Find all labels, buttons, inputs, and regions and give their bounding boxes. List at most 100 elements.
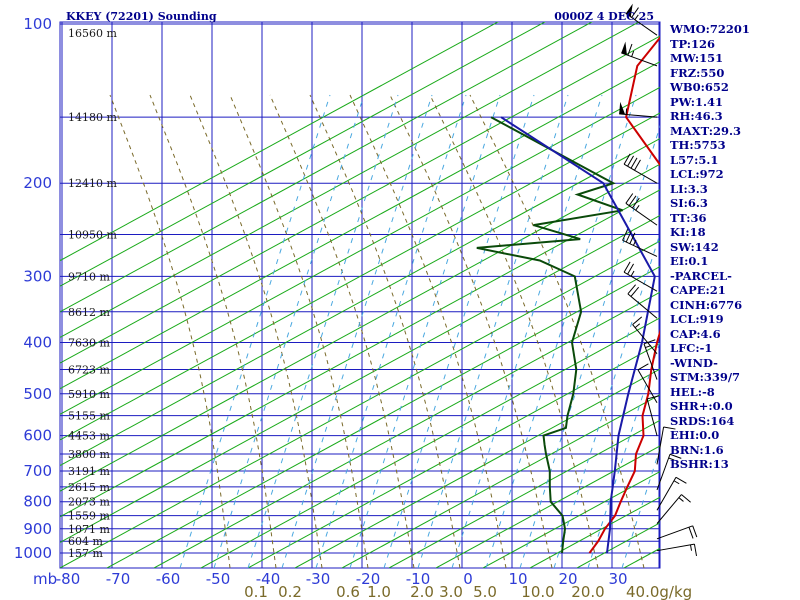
height-label: 8612 m <box>68 306 110 319</box>
height-label: 2073 m <box>68 496 110 509</box>
dry-adiabat-line <box>60 61 660 390</box>
stability-index-entry: LFC:-1 <box>670 341 713 355</box>
wind-barb <box>656 476 687 511</box>
stability-index-entry: PW:1.41 <box>670 94 724 109</box>
height-label: 7630 m <box>68 336 110 349</box>
stability-index-entry: TP:126 <box>670 36 716 51</box>
stability-index-entry: FRZ:550 <box>670 65 725 80</box>
wind-barb <box>656 525 698 540</box>
height-label: 4453 m <box>68 430 110 443</box>
mixing-ratio-tick-label: 0.2 <box>278 583 302 600</box>
temperature-tick-label: -70 <box>106 570 131 588</box>
pressure-tick-label: 300 <box>23 267 52 285</box>
stability-indices-panel: WMO:72201 TP:126 MW:151 FRZ:550 WB0:652 PW:1.… <box>670 22 798 472</box>
wind-barb <box>643 339 658 380</box>
mixing-ratio-tick-label: 10.0 <box>521 583 554 600</box>
dry-adiabat-line <box>60 22 546 287</box>
wind-barb <box>623 153 658 184</box>
height-label: 12410 m <box>68 177 117 190</box>
pressure-tick-label: 400 <box>23 333 52 351</box>
stability-index-entry: L57:5.1 <box>670 152 719 167</box>
pressure-unit-label: mb <box>33 570 57 588</box>
pressure-temperature-grid <box>59 21 661 569</box>
temperature-tick-label: -80 <box>56 570 81 588</box>
moist-adiabat-line <box>389 94 553 568</box>
dry-adiabat-line <box>60 112 660 441</box>
dry-adiabat-line <box>60 22 499 262</box>
stability-index-entry: CAPE:21 <box>670 283 726 297</box>
plot-frame <box>59 21 661 569</box>
moist-adiabat-line <box>429 94 599 568</box>
height-label: 10950 m <box>68 229 117 242</box>
height-label: 1071 m <box>68 523 110 536</box>
moist-adiabat-line <box>469 94 645 568</box>
mixing-ratio-tick-label: 40.0g/kg <box>626 583 692 600</box>
temperature-tick-label: 20 <box>558 570 577 588</box>
wind-barb <box>656 426 676 465</box>
moist-adiabat-line <box>309 94 461 568</box>
pressure-tick-label: 700 <box>23 462 52 480</box>
stability-index-entry: RH:46.3 <box>670 109 723 123</box>
wind-barb <box>656 453 682 491</box>
wind-barb <box>619 101 658 118</box>
stability-index-entry: WMO:72201 <box>670 22 750 36</box>
height-label: 16560 m <box>68 27 117 40</box>
mixing-ratio-tick-label: 0.6 <box>336 583 360 600</box>
wind-barb <box>622 229 658 257</box>
stability-index-entry: KI:18 <box>670 225 706 239</box>
moist-adiabat-line <box>269 94 415 568</box>
stability-index-entry: EI:0.1 <box>670 254 709 268</box>
wind-barb <box>656 494 691 524</box>
temperature-tick-label: -40 <box>256 570 281 588</box>
height-label: 3191 m <box>68 465 110 478</box>
series-parcel-line <box>500 116 656 554</box>
dry-adiabat-line <box>341 394 660 568</box>
dry-adiabat-line <box>200 317 660 568</box>
stability-index-entry: SRDS:164 <box>670 413 735 428</box>
wind-barb <box>625 193 658 226</box>
stability-index-entry: LCL:919 <box>670 312 724 326</box>
stability-index-entry: HEL:-8 <box>670 384 715 399</box>
temperature-tick-label: -50 <box>206 570 231 588</box>
stability-index-entry: LI:3.3 <box>670 181 708 196</box>
dry-adiabat-line <box>388 419 660 568</box>
wind-barb <box>621 41 658 67</box>
pressure-tick-label: 600 <box>23 427 52 445</box>
dry-adiabat-line <box>60 137 660 467</box>
stability-index-entry: BRN:1.6 <box>670 442 724 457</box>
stability-index-entry: CAP:4.6 <box>670 326 721 341</box>
stability-index-entry: MW:151 <box>670 51 724 65</box>
pressure-tick-label: 1000 <box>14 544 52 562</box>
stability-index-entry: TH:5753 <box>670 138 726 152</box>
height-label: 5910 m <box>68 388 110 401</box>
height-label: 3800 m <box>68 448 110 461</box>
mixing-ratio-axis-labels: 0.1 0.2 0.6 1.0 2.0 3.0 5.0 10.0 20.0 40.0g/kg <box>244 583 692 600</box>
dry-adiabat-line <box>60 22 640 339</box>
dry-adiabat-line <box>247 342 660 568</box>
stability-index-entry: EHI:0.0 <box>670 428 720 442</box>
stability-index-entry: MAXT:29.3 <box>670 123 741 138</box>
sounding-time: 0000Z 4 DEC 25 <box>554 10 654 23</box>
stability-index-entry: WB0:652 <box>670 80 729 94</box>
height-labels: 16560 m 14180 m 12410 m 10950 m 9710 m 8612 m… <box>68 27 117 560</box>
moist-adiabat-line <box>349 94 507 568</box>
dry-adiabat-line <box>60 86 660 415</box>
chart-title: KKEY (72201) Sounding <box>66 10 217 23</box>
pressure-tick-label: 800 <box>23 493 52 511</box>
stability-index-entry: SHR+:0.0 <box>670 399 733 413</box>
wind-barb <box>632 316 658 355</box>
height-label: 2615 m <box>68 481 110 494</box>
dry-adiabat-line <box>106 266 660 568</box>
wind-barb <box>646 395 659 436</box>
pressure-tick-label: 100 <box>23 15 52 33</box>
wind-barb <box>656 543 697 556</box>
wind-barb <box>625 3 658 36</box>
dry-adiabat-line <box>60 163 660 492</box>
temperature-tick-label: -10 <box>406 570 431 588</box>
stability-index-entry: SI:6.3 <box>670 196 708 210</box>
wind-barb <box>627 284 658 319</box>
pressure-axis-labels: 100 200 300 400 500 600 700 800 900 1000 <box>14 15 52 562</box>
height-label: 5155 m <box>68 410 110 423</box>
dry-adiabat-line <box>294 368 660 568</box>
